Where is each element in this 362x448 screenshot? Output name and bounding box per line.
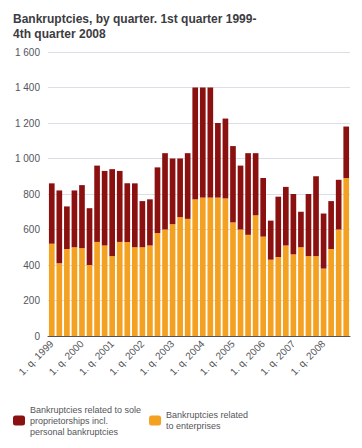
svg-text:1. q. 2007: 1. q. 2007 bbox=[258, 338, 298, 378]
svg-text:Bankruptcies related to sole: Bankruptcies related to sole bbox=[30, 405, 141, 415]
svg-text:600: 600 bbox=[23, 224, 40, 235]
svg-text:1. q. 2008: 1. q. 2008 bbox=[288, 338, 327, 377]
svg-text:400: 400 bbox=[23, 260, 40, 271]
svg-text:0: 0 bbox=[34, 331, 40, 342]
svg-text:1. q. 2000: 1. q. 2000 bbox=[46, 338, 86, 378]
svg-text:proprietorships incl.: proprietorships incl. bbox=[30, 416, 108, 426]
svg-text:to enterprises: to enterprises bbox=[166, 421, 221, 431]
svg-text:1. q. 2002: 1. q. 2002 bbox=[107, 338, 147, 378]
svg-text:Bankruptcies, by quarter. 1st: Bankruptcies, by quarter. 1st quarter 19… bbox=[13, 12, 256, 26]
svg-text:1. q. 2005: 1. q. 2005 bbox=[197, 338, 237, 378]
svg-text:1 400: 1 400 bbox=[15, 82, 40, 93]
svg-text:800: 800 bbox=[23, 189, 40, 200]
svg-text:1. q. 2003: 1. q. 2003 bbox=[137, 338, 177, 378]
svg-text:1. q. 2004: 1. q. 2004 bbox=[167, 338, 207, 378]
svg-text:1 600: 1 600 bbox=[15, 47, 40, 58]
svg-text:200: 200 bbox=[23, 295, 40, 306]
svg-text:1 000: 1 000 bbox=[15, 153, 40, 164]
svg-text:1. q. 2006: 1. q. 2006 bbox=[227, 338, 268, 378]
svg-text:4th quarter 2008: 4th quarter 2008 bbox=[13, 27, 106, 41]
svg-text:personal bankruptcies: personal bankruptcies bbox=[30, 427, 119, 437]
svg-text:Bankruptcies related: Bankruptcies related bbox=[166, 410, 248, 420]
svg-text:1. q. 2001: 1. q. 2001 bbox=[76, 338, 117, 378]
svg-text:1 200: 1 200 bbox=[15, 118, 40, 129]
svg-text:1. q. 1999: 1. q. 1999 bbox=[16, 338, 56, 378]
